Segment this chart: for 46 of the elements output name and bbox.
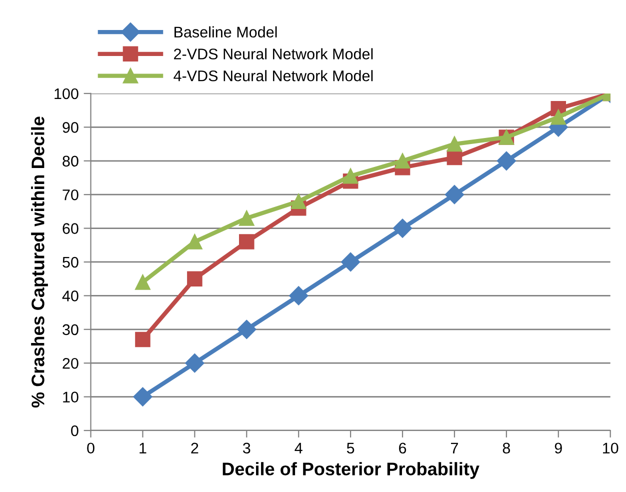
x-tick-label: 2 [191,442,198,454]
point [187,271,202,286]
point [550,109,566,125]
y-tick-label: 50 [62,256,78,268]
x-tick-label: 10 [603,442,618,454]
x-tick-label: 5 [346,442,354,454]
point [392,218,412,238]
x-tick-label: 6 [399,442,406,454]
point [239,234,254,250]
x-tick-label: 7 [451,442,458,454]
y-tick-label: 0 [71,425,78,436]
point [446,136,462,152]
point [185,354,204,373]
x-tick-label: 3 [242,442,250,454]
y-tick-label: 40 [62,290,78,302]
x-tick-label: 8 [502,442,510,454]
y-tick-label: 60 [62,223,78,234]
point [341,252,360,272]
point [187,234,202,250]
point [496,151,516,170]
y-axis-title: % Crashes Captured within Decile [31,116,48,408]
point [289,286,308,306]
point [135,274,150,290]
y-tick-label: 100 [54,88,78,100]
x-tick-label: 9 [554,442,562,454]
x-axis-title: Decile of Posterior Probability [222,462,480,479]
y-tick-label: 90 [62,122,78,133]
y-tick-label: 80 [62,156,78,167]
point [394,153,410,169]
y-tick-label: 20 [62,358,78,369]
point [135,332,150,348]
y-tick-label: 10 [63,392,78,402]
x-tick-label: 4 [294,442,302,454]
point [290,194,306,209]
x-tick-label: 0 [87,442,94,454]
x-tick-label: 1 [140,442,146,454]
legend-label: Baseline Model [174,26,277,38]
legend-label: 4-VDS Neural Network Model [174,70,373,82]
legend-label: 2-VDS Neural Network Model [174,48,373,60]
point [237,320,256,339]
point [239,210,254,226]
y-tick-label: 30 [62,324,78,336]
y-tick-label: 70 [62,189,78,200]
point [444,185,464,204]
point [133,387,152,406]
point [342,168,358,184]
